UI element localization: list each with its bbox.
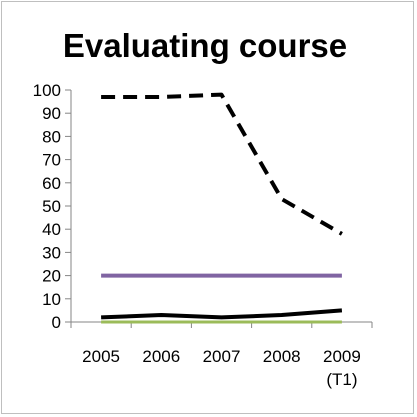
series-layer [101, 92, 343, 324]
series-line-3 [101, 308, 343, 320]
y-tick-label: 70 [42, 151, 61, 170]
y-tick-label: 80 [42, 127, 61, 146]
y-tick-label: 90 [42, 104, 61, 123]
x-tick-label: 2008 [263, 347, 301, 366]
x-tick-label: 2007 [203, 347, 241, 366]
x-tick-label: 2005 [82, 347, 120, 366]
x-tick-label-secondary: (T1) [326, 370, 357, 389]
x-axis: 2005 2006 2007 2008 2009 (T1) [70, 321, 373, 389]
y-tick-label: 50 [42, 197, 61, 216]
chart-title: Evaluating course [63, 27, 347, 64]
y-tick-label: 0 [52, 313, 61, 332]
y-tick-label: 60 [42, 174, 61, 193]
y-tick-label: 40 [42, 220, 61, 239]
x-tick-label: 2006 [142, 347, 180, 366]
y-tick-label: 20 [42, 267, 61, 286]
y-tick-label: 30 [42, 243, 61, 262]
series-line-1 [101, 92, 343, 236]
y-tick-label: 100 [33, 81, 61, 100]
y-tick-label: 10 [42, 290, 61, 309]
x-tick-label: 2009 [323, 347, 361, 366]
y-axis: 0 10 20 30 40 50 60 70 80 90 100 [33, 81, 72, 332]
